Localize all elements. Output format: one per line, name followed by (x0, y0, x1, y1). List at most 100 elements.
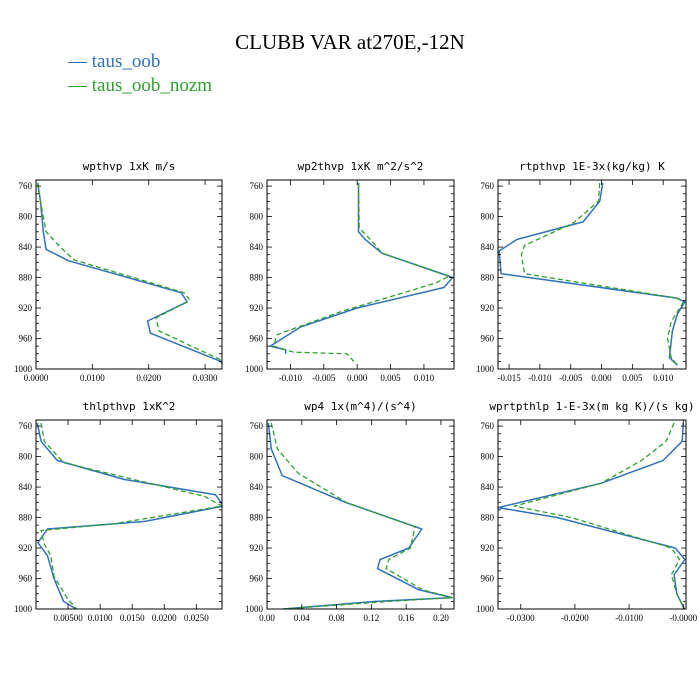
series-line-taus-oob-nozm (520, 182, 685, 366)
panel-title: thlpthvp 1xK^2 (83, 400, 176, 413)
legend-swatch-taus-oob: — (68, 51, 87, 72)
x-tick-label: 0.005 (380, 373, 401, 383)
y-tick-label: 760 (250, 181, 264, 191)
panel-frame (266, 179, 455, 370)
series-line-taus-oob-nozm (270, 422, 453, 609)
y-tick-label: 800 (481, 212, 495, 222)
y-tick-label: 1000 (14, 364, 33, 374)
y-tick-label: 1000 (476, 364, 495, 374)
panel-1: wpthvp 1xK m/s 760 800 840 880 920 960 10000.00… (14, 160, 223, 383)
y-tick-label: 1000 (245, 364, 264, 374)
x-tick-label: -0.010 (528, 373, 552, 383)
x-tick-label: 0.16 (398, 613, 414, 623)
legend-label-taus-oob-nozm: taus_oob_nozm (91, 75, 213, 96)
y-tick-label: 920 (19, 303, 33, 313)
y-tick-label: 960 (481, 574, 495, 584)
y-tick-label: 1000 (476, 604, 495, 614)
panel-frame (497, 179, 687, 370)
y-tick-label: 960 (19, 574, 33, 584)
y-tick-label: 1000 (14, 604, 33, 614)
y-tick-label: 840 (19, 482, 33, 492)
x-tick-label: 0.00 (259, 613, 275, 623)
legend-swatch-taus-oob-nozm: — (68, 75, 87, 96)
x-tick-label: 0.0100 (80, 373, 105, 383)
panel-frame (35, 419, 223, 610)
x-tick-label: 0.00500 (53, 613, 83, 623)
y-tick-label: 760 (481, 421, 495, 431)
panel-3: rtpthvp 1E-3x(kg/kg) K 760 800 840 880 920 960… (476, 160, 687, 383)
series-line-taus-oob-nozm (513, 422, 685, 609)
panel-title: wpthvp 1xK m/s (83, 160, 176, 173)
y-tick-label: 800 (19, 212, 33, 222)
x-tick-label: 0.010 (414, 373, 435, 383)
y-tick-label: 840 (19, 242, 33, 252)
y-tick-label: 840 (250, 242, 264, 252)
legend-entry-taus-oob: — taus_oob (68, 50, 212, 74)
series-line-taus-oob (269, 183, 454, 354)
y-tick-label: 840 (250, 482, 264, 492)
y-tick-label: 800 (250, 452, 264, 462)
y-tick-label: 760 (19, 421, 33, 431)
series-line-taus-oob (36, 182, 222, 366)
y-tick-label: 960 (19, 334, 33, 344)
x-tick-label: -0.0000 (669, 613, 697, 623)
x-tick-label: 0.08 (329, 613, 345, 623)
panel-title: wp2thvp 1xK m^2/s^2 (298, 160, 424, 173)
y-tick-label: 760 (250, 421, 264, 431)
x-tick-label: 0.0200 (152, 613, 177, 623)
x-tick-label: 0.005 (622, 373, 643, 383)
y-tick-label: 960 (481, 334, 495, 344)
y-tick-label: 880 (250, 273, 264, 283)
panel-2: wp2thvp 1xK m^2/s^2 760 800 840 880 920 960 100… (245, 160, 455, 383)
y-tick-label: 800 (250, 212, 264, 222)
panel-6: wprtpthlp 1-E-3x(m kg K)/(s kg) 760 800 840… (476, 400, 698, 623)
y-tick-label: 840 (481, 482, 495, 492)
y-tick-label: 960 (250, 334, 264, 344)
figure-title: CLUBB VAR at270E,-12N (235, 30, 465, 54)
y-tick-label: 880 (481, 273, 495, 283)
panel-title: wp4 1x(m^4)/(s^4) (304, 400, 417, 413)
panel-5: wp4 1x(m^4)/(s^4)76080084088092096010000… (245, 400, 455, 623)
panel-title: rtpthvp 1E-3x(kg/kg) K (519, 160, 665, 173)
legend: — taus_oob — taus_oob_nozm (68, 50, 212, 98)
x-tick-label: 0.0000 (24, 373, 49, 383)
y-tick-label: 880 (19, 273, 33, 283)
panel-frame (497, 419, 687, 610)
legend-entry-taus-oob-nozm: — taus_oob_nozm (68, 74, 212, 98)
y-tick-label: 920 (250, 303, 264, 313)
panel-frame (35, 179, 223, 370)
x-tick-label: -0.005 (312, 373, 336, 383)
x-tick-label: 0.000 (591, 373, 612, 383)
y-tick-label: 960 (250, 574, 264, 584)
series-line-taus-oob (498, 422, 686, 609)
x-tick-label: 0.0200 (136, 373, 161, 383)
x-tick-label: -0.0300 (507, 613, 535, 623)
series-line-taus-oob-nozm (37, 182, 222, 365)
panel-title: wprtpthlp 1-E-3x(m kg K)/(s kg) (489, 400, 694, 413)
x-tick-label: 0.0100 (88, 613, 113, 623)
y-tick-label: 920 (19, 543, 33, 553)
x-tick-label: 0.04 (294, 613, 310, 623)
panel-4: thlpthvp 1xK^2 760 800 840 880 920 960 1000 0.00… (14, 400, 223, 623)
x-tick-label: 0.0250 (184, 613, 209, 623)
x-tick-label: -0.0100 (615, 613, 643, 623)
x-tick-label: 0.12 (363, 613, 379, 623)
y-tick-label: 920 (250, 543, 264, 553)
x-tick-label: 0.20 (433, 613, 449, 623)
x-tick-label: 0.0150 (120, 613, 145, 623)
y-tick-label: 920 (481, 303, 495, 313)
y-tick-label: 800 (481, 452, 495, 462)
y-tick-label: 880 (250, 513, 264, 523)
y-tick-label: 1000 (245, 604, 264, 614)
y-tick-label: 800 (19, 452, 33, 462)
series-line-taus-oob-nozm (273, 182, 450, 362)
y-tick-label: 840 (481, 242, 495, 252)
y-tick-label: 880 (19, 513, 33, 523)
y-tick-label: 920 (481, 543, 495, 553)
x-tick-label: -0.015 (497, 373, 521, 383)
series-line-taus-oob (36, 422, 222, 609)
x-tick-label: 0.000 (347, 373, 368, 383)
x-tick-label: 0.0300 (193, 373, 218, 383)
series-line-taus-oob (498, 182, 686, 366)
